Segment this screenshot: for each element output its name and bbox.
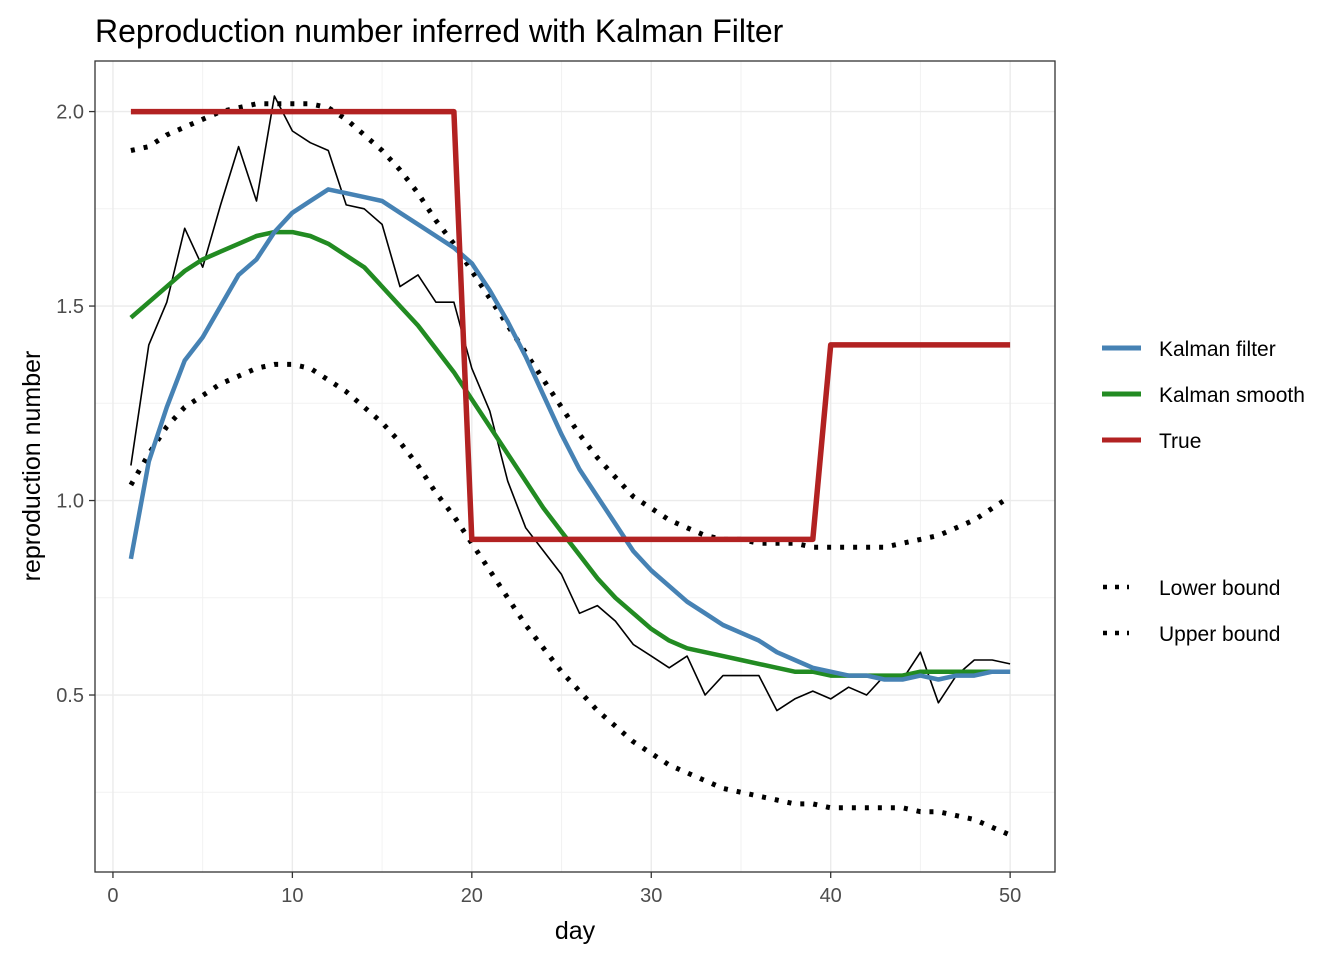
legend-item-lower: Lower bound	[1103, 577, 1280, 600]
plot-panel-border	[94, 60, 1056, 873]
x-tick-label: 50	[999, 885, 1021, 907]
legend-label: Kalman smooth	[1159, 384, 1305, 407]
y-axis: 0.5 1.0 1.5 2.0	[56, 102, 95, 707]
x-tick-label: 40	[820, 885, 842, 907]
x-tick-label: 0	[107, 885, 118, 907]
y-tick-label: 0.5	[56, 685, 84, 707]
legend-item-true: True	[1102, 430, 1201, 453]
y-tick-label: 2.0	[56, 102, 84, 124]
series-line-lower	[128, 361, 1012, 838]
legend-label: Lower bound	[1159, 577, 1280, 600]
x-axis-title: day	[555, 917, 596, 945]
legend-item-kalman-smooth: Kalman smooth	[1102, 384, 1305, 407]
grid-minor	[95, 61, 1055, 872]
legend-label: Upper bound	[1159, 623, 1280, 646]
series-line-upper	[130, 101, 1012, 550]
y-tick-label: 1.5	[56, 296, 84, 318]
y-tick-label: 1.0	[56, 491, 84, 513]
y-axis-title: reproduction number	[18, 351, 46, 582]
x-tick-label: 10	[281, 885, 303, 907]
legend: Kalman filter Kalman smooth True Lower boun…	[1102, 338, 1305, 646]
legend-label: Kalman filter	[1159, 338, 1276, 361]
legend-label: True	[1159, 430, 1201, 453]
legend-item-kalman-filter: Kalman filter	[1102, 338, 1276, 361]
x-tick-label: 20	[461, 885, 483, 907]
grid-major	[95, 61, 1055, 872]
x-tick-label: 30	[640, 885, 662, 907]
series-layer	[128, 95, 1012, 838]
legend-item-upper: Upper bound	[1103, 623, 1280, 646]
series-line-true	[130, 108, 1011, 543]
series-line-kalman-filter	[128, 187, 1011, 682]
x-axis: 0 10 20 30 40 50	[107, 872, 1021, 907]
chart-title: Reproduction number inferred with Kalman…	[95, 13, 784, 49]
